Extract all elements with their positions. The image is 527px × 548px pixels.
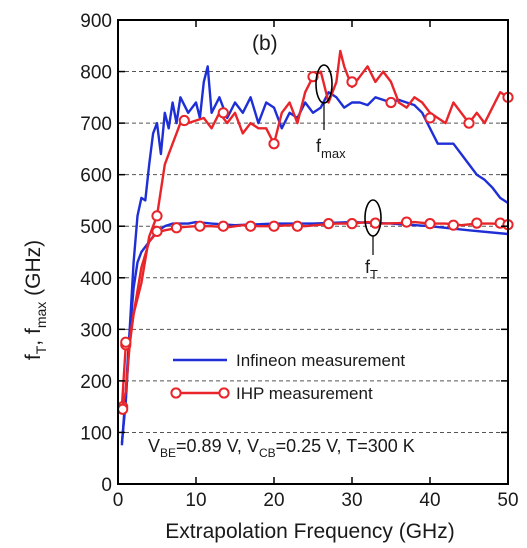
ihp-data-point (385, 96, 397, 109)
ihp-data-point (424, 218, 436, 230)
xtick-label: 40 (419, 490, 440, 511)
ihp-data-point (151, 210, 163, 222)
ihp-data-point (120, 336, 132, 348)
ihp-data-point (194, 220, 206, 232)
ytick-label: 400 (80, 269, 112, 290)
ft-annotation: fT (365, 257, 378, 282)
tick-marks (117, 19, 509, 485)
fmax-annotation: fmax (316, 136, 346, 161)
legend: Infineon measurement IHP measurement (170, 351, 405, 403)
ihp-data-point (245, 220, 257, 232)
xtick-label: 10 (185, 490, 206, 511)
xtick-label: 20 (263, 490, 284, 511)
gridlines (118, 71, 508, 433)
ihp-data-point (307, 71, 319, 83)
xtick-label: 30 (341, 490, 362, 511)
ihp-data-point (268, 138, 280, 150)
ihp-data-point (424, 112, 436, 124)
ihp-data-point (323, 218, 335, 230)
ytick-label: 800 (80, 63, 112, 84)
y-axis-label: fT, fmax (GHz) (22, 240, 49, 360)
ihp-data-point (178, 114, 190, 127)
legend-marker-ihp-right (218, 387, 230, 399)
infineon-series-line-ft (120, 220, 509, 443)
ihp-data-point (401, 216, 413, 228)
ytick-label: 100 (80, 423, 112, 444)
ft-indicator-ellipse (364, 199, 382, 237)
conditions-annotation: VBE=0.89 V, VCB=0.25 V, T=300 K (148, 436, 415, 460)
ihp-data-point (346, 76, 358, 88)
ihp-series-line-fmax (120, 49, 509, 407)
ihp-data-point (463, 117, 475, 129)
x-axis-label: Extrapolation Frequency (GHz) (165, 520, 454, 543)
ytick-label: 600 (80, 166, 112, 187)
ihp-data-point (346, 218, 358, 230)
ihp-data-point (117, 403, 129, 415)
plot-frame (117, 19, 509, 485)
panel-label: (b) (252, 32, 278, 55)
legend-marker-ihp-left (170, 387, 182, 399)
ytick-label: 900 (80, 11, 112, 32)
ytick-label: 0 (101, 475, 112, 496)
ihp-data-point (170, 222, 183, 234)
ihp-data-point (217, 220, 229, 232)
ihp-data-point (369, 217, 381, 229)
plot-series (117, 49, 514, 446)
ytick-label: 300 (80, 320, 112, 341)
ihp-data-point (471, 217, 483, 229)
ytick-label: 200 (80, 372, 112, 393)
ihp-data-point (291, 220, 303, 232)
xtick-label: 0 (113, 490, 124, 511)
x-tick-labels: 0 10 20 30 40 50 (113, 490, 519, 511)
infineon-series-line-fmax (120, 65, 509, 446)
ytick-label: 500 (80, 217, 112, 238)
legend-label-infineon: Infineon measurement (236, 351, 405, 370)
ihp-data-point (447, 219, 459, 231)
xtick-label: 50 (497, 490, 518, 511)
legend-label-ihp: IHP measurement (236, 384, 373, 403)
y-tick-labels: 0 100 200 300 400 500 600 700 800 900 (80, 11, 112, 496)
ytick-label: 700 (80, 114, 112, 135)
ihp-data-point (268, 220, 280, 232)
ihp-data-point (217, 107, 229, 119)
ihp-data-point (151, 225, 163, 237)
